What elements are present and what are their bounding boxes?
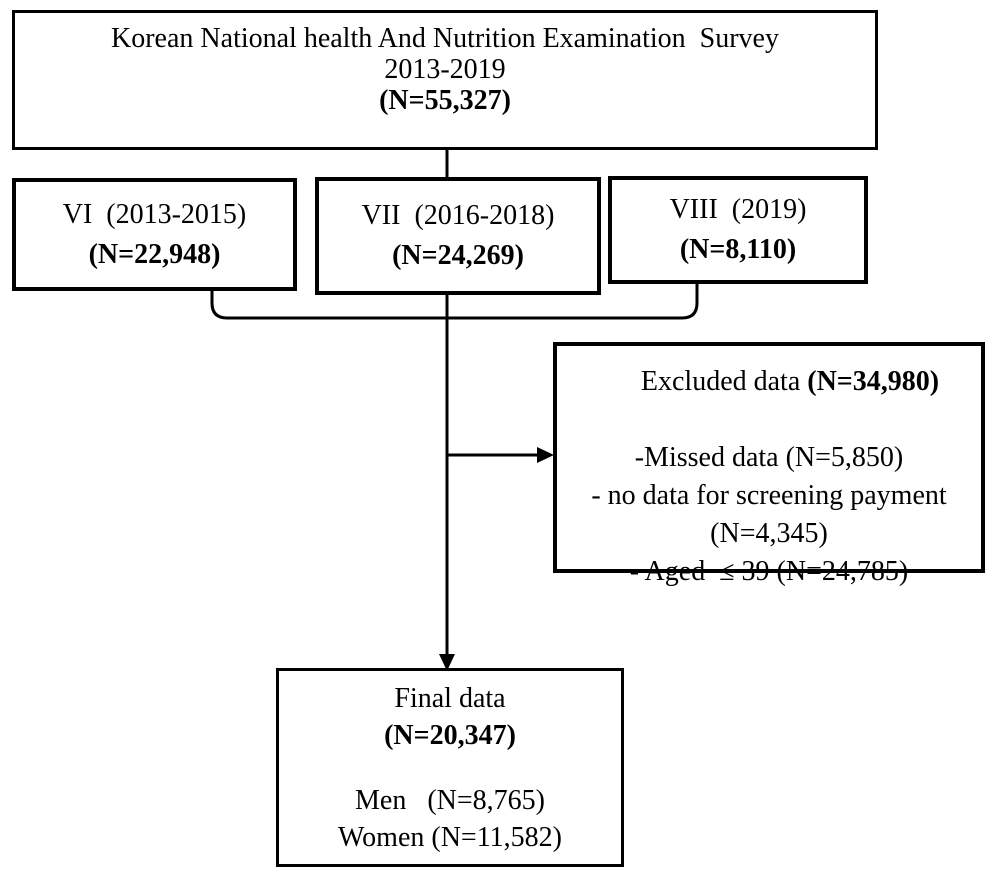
survey-viii-n: (N=8,110): [679, 234, 797, 265]
excluded-title-prefix: Excluded data: [640, 365, 808, 397]
excluded-item-missed: -Missed data (N=5,850): [634, 441, 904, 473]
survey-vii-n: (N=24,269): [392, 240, 524, 271]
final-n: (N=20,347): [384, 719, 516, 751]
survey-viii-label: VIII (2019): [669, 194, 807, 225]
excluded-item-no-screening-payment-n: (N=4,345): [710, 517, 828, 549]
box-excluded-data: Excluded data (N=34,980) -Missed data (N…: [553, 342, 985, 587]
knhanes-title: Korean National health And Nutrition Exa…: [111, 23, 779, 54]
box-knhanes-source: Korean National health And Nutrition Exa…: [12, 10, 878, 150]
knhanes-years: 2013-2019: [384, 54, 506, 85]
final-women-n: Women (N=11,582): [337, 821, 562, 853]
excluded-item-aged: - Aged ≤ 39 (N=24,785): [629, 555, 909, 587]
knhanes-n: (N=55,327): [379, 85, 511, 116]
excluded-item-no-screening-payment: - no data for screening payment: [591, 479, 947, 511]
survey-vii-label: VII (2016-2018): [361, 200, 555, 231]
survey-vi-label: VI (2013-2015): [62, 198, 247, 230]
box-survey-vii: VII (2016-2018) (N=24,269): [315, 177, 601, 295]
survey-vi-n: (N=22,948): [88, 238, 221, 270]
box-final-data: Final data (N=20,347) Men (N=8,765) Wome…: [276, 668, 624, 867]
excluded-title-line: Excluded data (N=34,980): [599, 325, 939, 439]
box-survey-vi: VI (2013-2015) (N=22,948): [12, 178, 297, 291]
arrowhead-down-icon: [439, 654, 455, 671]
excluded-title-n: (N=34,980): [807, 365, 940, 397]
final-title: Final data: [394, 682, 506, 714]
merge-bracket: [210, 283, 699, 320]
arrowhead-right-icon: [537, 447, 554, 463]
final-men-n: Men (N=8,765): [355, 784, 545, 816]
box-survey-viii: VIII (2019) (N=8,110): [608, 176, 868, 284]
